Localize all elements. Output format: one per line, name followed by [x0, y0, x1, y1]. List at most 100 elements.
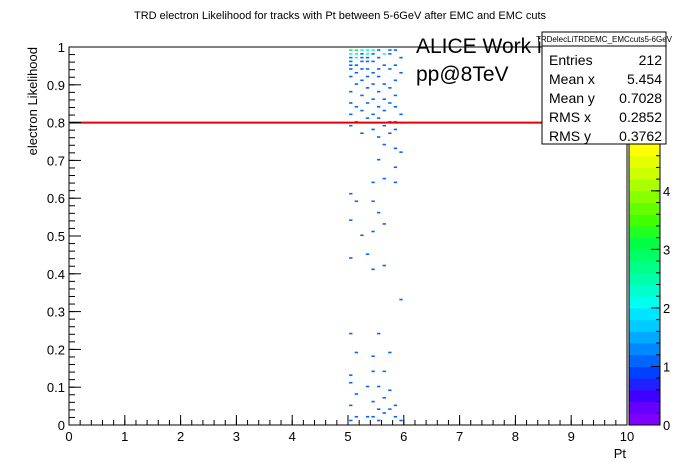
heatmap-cell	[349, 113, 353, 116]
heatmap-cell	[371, 83, 375, 85]
heatmap-cell	[388, 389, 392, 392]
heatmap-cell	[349, 192, 353, 195]
heatmap-cell	[399, 71, 403, 74]
heatmap-cell	[365, 56, 370, 59]
heatmap-cell	[360, 109, 364, 112]
heatmap-cell	[377, 158, 381, 161]
stats-value: 212	[639, 52, 663, 68]
heatmap-cell	[354, 415, 359, 418]
color-scale-step	[629, 401, 660, 414]
heatmap-cell	[354, 64, 359, 66]
heatmap-cell	[371, 230, 375, 233]
heatmap-cell	[399, 56, 403, 59]
color-scale-step	[629, 354, 660, 367]
color-scale-step	[629, 225, 660, 239]
color-scale-step	[629, 155, 660, 168]
heatmap-cell	[393, 147, 398, 150]
x-tick-label: 0	[65, 429, 72, 444]
x-tick-label: 7	[456, 429, 463, 444]
heatmap-cell	[399, 419, 403, 422]
z-tick-label: 1	[663, 359, 670, 374]
heatmap-cell	[393, 105, 398, 108]
heatmap-cell	[393, 94, 398, 97]
heatmap-cell	[349, 75, 353, 78]
heatmap-cell	[377, 117, 381, 119]
y-tick-label: 0.3	[47, 305, 65, 320]
y-tick-label: 0.5	[47, 229, 65, 244]
color-scale-step	[629, 366, 660, 379]
heatmap-cell	[371, 60, 375, 63]
color-scale-step	[629, 413, 660, 426]
heatmap-cell	[382, 143, 386, 146]
annotation-line-2: pp@8TeV	[416, 63, 509, 86]
x-tick-label: 6	[400, 429, 407, 444]
heatmap-cell	[377, 136, 381, 138]
heatmap-cell	[349, 102, 353, 104]
heatmap-cell	[382, 83, 386, 85]
heatmap-cell	[382, 223, 386, 225]
heatmap-cell	[360, 79, 364, 82]
y-tick-label: 0.2	[47, 342, 65, 357]
heatmap-cell	[349, 68, 353, 70]
color-scale-step	[629, 214, 660, 227]
heatmap-cell	[371, 113, 375, 116]
heatmap-cell	[371, 355, 375, 358]
heatmap-cell	[371, 128, 375, 131]
heatmap-cell	[371, 370, 375, 373]
heatmap-cell	[382, 109, 386, 112]
heatmap-cell	[354, 83, 359, 85]
heatmap-cell	[371, 53, 375, 55]
color-scale-step	[629, 167, 660, 180]
heatmap-cell	[393, 404, 398, 407]
x-tick-label: 2	[177, 429, 184, 444]
stats-value: 0.3762	[619, 128, 662, 144]
y-tick-label: 0.1	[47, 380, 65, 395]
stats-label: RMS y	[549, 128, 591, 144]
heatmap-cell	[388, 68, 392, 70]
y-tick-label: 0.6	[47, 191, 65, 206]
heatmap-cell	[377, 90, 381, 93]
heatmap-cell	[349, 381, 353, 384]
heatmap-cell	[349, 53, 353, 55]
x-tick-label: 1	[121, 429, 128, 444]
heatmap-cell	[365, 87, 370, 89]
heatmap-cell	[377, 56, 381, 59]
color-scale-step	[629, 261, 660, 274]
heatmap-cell	[371, 415, 375, 418]
heatmap-cell	[393, 49, 398, 51]
color-scale-step	[629, 307, 660, 321]
heatmap-cell	[382, 412, 386, 414]
color-scale-step	[629, 343, 660, 356]
y-tick-label: 0.9	[47, 78, 65, 93]
heatmap-cell	[365, 75, 370, 78]
heatmap-cell	[399, 151, 403, 153]
stats-value: 5.454	[627, 71, 662, 87]
color-scale-step	[629, 389, 660, 403]
heatmap-cell	[371, 181, 375, 184]
stats-value: 0.2852	[619, 109, 662, 125]
x-tick-label: 3	[233, 429, 240, 444]
heatmap-cell	[349, 64, 353, 66]
x-tick-label: 4	[289, 429, 296, 444]
heatmap-cell	[360, 60, 364, 63]
heatmap-cell	[349, 374, 353, 376]
heatmap-cell	[388, 49, 392, 51]
heatmap-cell	[360, 234, 364, 237]
heatmap-cell	[377, 408, 381, 410]
heatmap-cell	[349, 257, 353, 259]
heatmap-cell	[382, 124, 386, 127]
heatmap-cell	[349, 90, 353, 93]
heatmap-cell	[365, 102, 370, 104]
heatmap-cell	[393, 166, 398, 169]
heatmap-cell	[360, 56, 364, 59]
heatmap-cell	[349, 219, 353, 221]
color-scale-step	[629, 179, 660, 192]
heatmap-cell	[388, 351, 392, 354]
heatmap-cell	[354, 53, 359, 55]
color-scale-step	[629, 378, 660, 391]
color-scale-step	[629, 237, 660, 250]
heatmap-cell	[371, 71, 375, 74]
x-tick-label: 10	[620, 429, 634, 444]
heatmap-cell	[354, 49, 359, 51]
heatmap-cell	[349, 60, 353, 63]
